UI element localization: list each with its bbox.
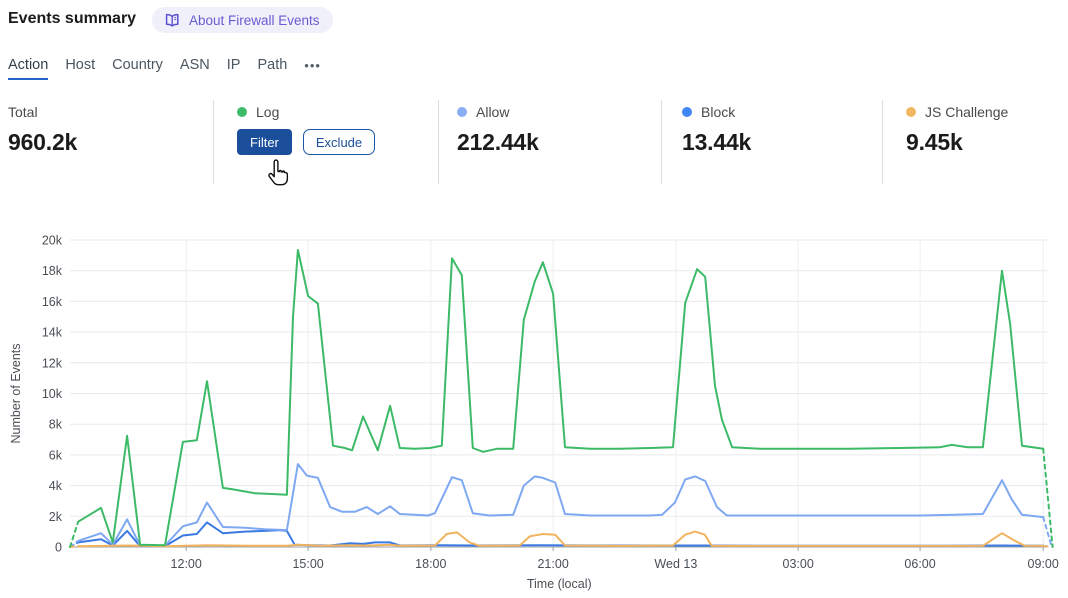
x-tick-label: 15:00 (292, 557, 323, 571)
block-legend-dot (682, 107, 692, 117)
stat-log[interactable]: Log Filter Exclude (237, 104, 376, 155)
js-challenge-series-lead-out (1042, 544, 1051, 548)
tab-country[interactable]: Country (112, 57, 163, 73)
y-axis-title: Number of Events (9, 343, 23, 443)
stat-hover-actions: Filter Exclude (237, 129, 376, 155)
y-tick-label: 0 (55, 541, 62, 555)
stat-divider (661, 100, 662, 184)
y-tick-label: 16k (42, 295, 63, 309)
stat-label-row: Block (682, 104, 751, 120)
x-tick-label: 06:00 (904, 557, 935, 571)
x-tick-label: 12:00 (171, 557, 202, 571)
y-tick-label: 18k (42, 264, 63, 278)
stat-label-row: Total (8, 104, 77, 120)
stat-value: 9.45k (906, 129, 963, 155)
y-tick-label: 2k (49, 510, 63, 524)
tab-path[interactable]: Path (257, 57, 288, 73)
log-series-lead-out (1042, 447, 1054, 548)
stat-value: 960.2k (8, 129, 78, 155)
stat-divider (882, 100, 883, 184)
stat-js-challenge[interactable]: JS Challenge 9.45k (906, 104, 1008, 156)
y-tick-label: 20k (42, 234, 63, 248)
js-challenge-series-lead-in (69, 545, 80, 548)
js-challenge-legend-dot (906, 107, 916, 117)
y-tick-label: 6k (49, 448, 63, 462)
about-firewall-events-link[interactable]: About Firewall Events (152, 7, 333, 33)
x-tick-label: Wed 13 (654, 557, 697, 571)
x-tick-label: 09:00 (1028, 557, 1059, 571)
js-challenge-series-line[interactable] (77, 530, 1045, 548)
x-tick-label: 21:00 (537, 557, 568, 571)
log-series-line[interactable] (77, 249, 1045, 547)
x-axis-title: Time (local) (527, 577, 592, 591)
tab-host[interactable]: Host (65, 57, 96, 73)
stat-label: Allow (476, 104, 510, 120)
tab-action[interactable]: Action (8, 57, 49, 80)
tab-asn[interactable]: ASN (179, 57, 210, 73)
y-tick-label: 12k (42, 356, 63, 370)
allow-series-line[interactable] (77, 463, 1045, 547)
y-tick-label: 8k (49, 418, 63, 432)
stat-value: 212.44k (457, 129, 539, 155)
allow-series-lead-out (1042, 516, 1053, 548)
events-time-series-chart[interactable]: 0 2k 4k 6k 8k 10k 12k 14k 16k 18k 20k 12:00 15:00 18:… (0, 225, 1068, 598)
y-tick-label: 10k (42, 387, 63, 401)
filter-button[interactable]: Filter (237, 129, 292, 155)
stat-label: Block (701, 104, 736, 120)
log-legend-dot (237, 107, 247, 117)
stat-label-row: Allow (457, 104, 539, 120)
tab-ip[interactable]: IP (226, 57, 241, 73)
x-tick-label: 03:00 (783, 557, 814, 571)
stat-allow[interactable]: Allow 212.44k (457, 104, 539, 156)
stat-label: JS Challenge (925, 104, 1009, 120)
stat-label-row: JS Challenge (906, 104, 1008, 120)
stat-total: Total 960.2k (8, 104, 77, 156)
exclude-button[interactable]: Exclude (302, 129, 376, 155)
stat-block[interactable]: Block 13.44k (682, 104, 751, 156)
stat-divider (438, 100, 439, 184)
tabs-overflow-button[interactable]: ••• (304, 58, 321, 73)
stat-label: Total (8, 104, 38, 120)
stat-label-row: Log (237, 104, 375, 120)
allow-legend-dot (457, 107, 467, 117)
y-tick-label: 14k (42, 326, 63, 340)
stat-value: 13.44k (682, 129, 752, 155)
log-series-lead-in (69, 520, 80, 548)
about-link-label: About Firewall Events (189, 12, 320, 28)
y-tick-label: 4k (49, 479, 63, 493)
dimension-tabs: Action Host Country ASN IP Path ••• (8, 57, 321, 80)
action-stat-cards: Total 960.2k Log Filter Exclude Allow 212.44k B… (0, 100, 1068, 186)
stat-label: Log (256, 104, 280, 120)
x-tick-label: 18:00 (415, 557, 446, 571)
stat-divider (213, 100, 214, 184)
page-title: Events summary (8, 10, 137, 27)
book-icon (165, 13, 182, 28)
